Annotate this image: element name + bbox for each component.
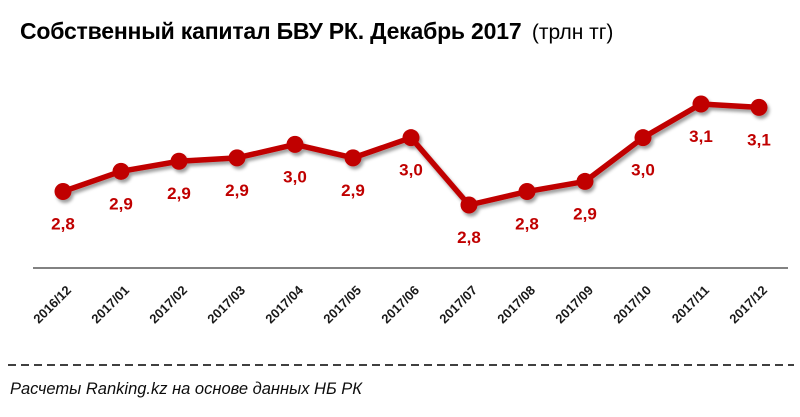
data-point-marker [750,98,768,116]
series-own-capital [54,95,768,214]
data-point-marker [402,129,420,147]
x-axis-tick-label: 2017/02 [146,283,190,327]
data-point-label: 2,8 [457,228,481,247]
data-point-marker [170,152,188,170]
data-point-marker [54,183,72,201]
x-axis-tick-label: 2017/06 [378,283,422,327]
data-point-label: 2,9 [167,184,191,203]
data-point-label: 3,0 [283,167,307,186]
x-axis-tick-label: 2017/05 [320,283,364,327]
dashed-separator-line [8,364,794,366]
data-point-marker [576,172,594,190]
data-point-marker [518,183,536,201]
data-point-marker [228,149,246,167]
data-point-label: 3,1 [747,130,771,149]
x-axis-tick-label: 2016/12 [30,283,74,327]
data-point-label: 2,8 [515,215,539,234]
data-point-marker [112,162,130,180]
data-point-label: 2,8 [51,215,75,234]
x-axis-tick-label: 2017/11 [669,283,712,326]
x-axis-tick-label: 2017/04 [262,282,306,326]
x-axis-tick-label: 2017/08 [494,283,538,327]
data-point-label: 2,9 [225,181,249,200]
chart-title-text: Собственный капитал БВУ РК. Декабрь 2017 [20,18,522,44]
data-point-label: 3,1 [689,127,713,146]
data-point-marker [634,129,652,147]
x-axis-tick-label: 2017/07 [436,283,480,327]
data-point-marker [692,95,710,113]
data-point-label: 3,0 [399,161,423,180]
data-point-label: 3,0 [631,161,655,180]
data-point-label: 2,9 [109,194,133,213]
data-point-marker [344,149,362,167]
data-point-label: 2,9 [573,204,597,223]
x-axis-tick-label: 2017/03 [204,283,248,327]
data-point-label: 2,9 [341,181,365,200]
data-point-marker [460,196,478,214]
data-point-marker [286,135,304,153]
x-axis-tick-label: 2017/10 [610,283,654,327]
capital-line-chart: 2,8 2,9 2,9 2,9 3,0 2,9 3,0 2,8 2,8 2,9 3,0 3,1 3,1 2… [30,95,788,327]
chart-title-unit: (трлн тг) [531,21,614,44]
x-axis-tick-label: 2017/09 [552,283,596,327]
page-title: Собственный капитал БВУ РК. Декабрь 2017… [20,18,613,45]
footer-source-note: Расчеты Ranking.kz на основе данных НБ Р… [10,380,363,398]
x-axis-tick-label: 2017/01 [88,283,132,327]
x-axis-tick-label: 2017/12 [726,283,770,327]
